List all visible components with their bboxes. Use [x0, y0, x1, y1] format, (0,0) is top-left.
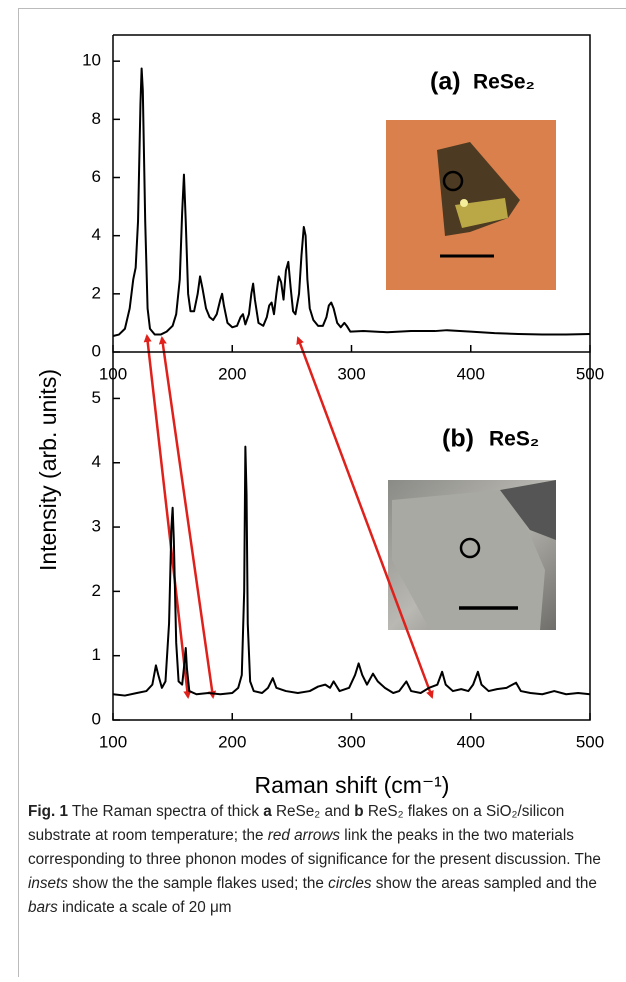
caption-text: indicate a scale of 20 μm: [58, 899, 232, 916]
caption-text: show the areas sampled and the: [372, 875, 597, 892]
y-tick-label: 0: [92, 341, 101, 360]
x-tick-label: 400: [457, 732, 485, 751]
caption-text: red arrows: [268, 827, 340, 844]
y-tick-label: 3: [92, 517, 101, 536]
y-tick-label: 2: [92, 283, 101, 302]
x-tick-label: 200: [218, 732, 246, 751]
panel-label: (a): [430, 68, 461, 96]
caption-text: a: [263, 803, 272, 820]
y-tick-label: 1: [92, 645, 101, 664]
material-label: ReS₂: [489, 428, 539, 451]
figure: Intensity (arb. units) Raman shift (cm⁻¹…: [0, 0, 626, 800]
caption-text: bars: [28, 899, 58, 916]
y-tick-label: 4: [92, 452, 101, 471]
caption-text: circles: [328, 875, 371, 892]
caption-text: ReSe₂ and: [272, 803, 354, 820]
y-tick-label: 10: [82, 51, 101, 70]
y-axis-title: Intensity (arb. units): [35, 369, 61, 571]
y-tick-label: 6: [92, 167, 101, 186]
y-tick-label: 2: [92, 581, 101, 600]
y-tick-label: 4: [92, 225, 101, 244]
inset-a: [386, 120, 556, 290]
caption-text: show the the sample flakes used; the: [68, 875, 328, 892]
inset-b: [388, 480, 556, 630]
x-tick-label: 300: [337, 364, 365, 383]
x-tick-label: 500: [576, 732, 604, 751]
x-tick-label: 200: [218, 364, 246, 383]
material-label: ReSe₂: [473, 71, 535, 94]
caption-text: The Raman spectra of thick: [68, 803, 263, 820]
x-tick-label: 100: [99, 732, 127, 751]
arrow: [162, 338, 213, 697]
page: Intensity (arb. units) Raman shift (cm⁻¹…: [0, 0, 626, 982]
panel-label: (b): [442, 425, 474, 453]
y-tick-label: 8: [92, 109, 101, 128]
y-tick-label: 5: [92, 388, 101, 407]
caption-label: Fig. 1: [28, 803, 68, 820]
caption-text: b: [354, 803, 363, 820]
caption: Fig. 1 The Raman spectra of thick a ReSe…: [28, 800, 608, 920]
x-tick-label: 400: [457, 364, 485, 383]
caption-text: insets: [28, 875, 68, 892]
y-tick-label: 0: [92, 709, 101, 728]
x-axis-title: Raman shift (cm⁻¹): [255, 772, 450, 798]
x-tick-label: 300: [337, 732, 365, 751]
